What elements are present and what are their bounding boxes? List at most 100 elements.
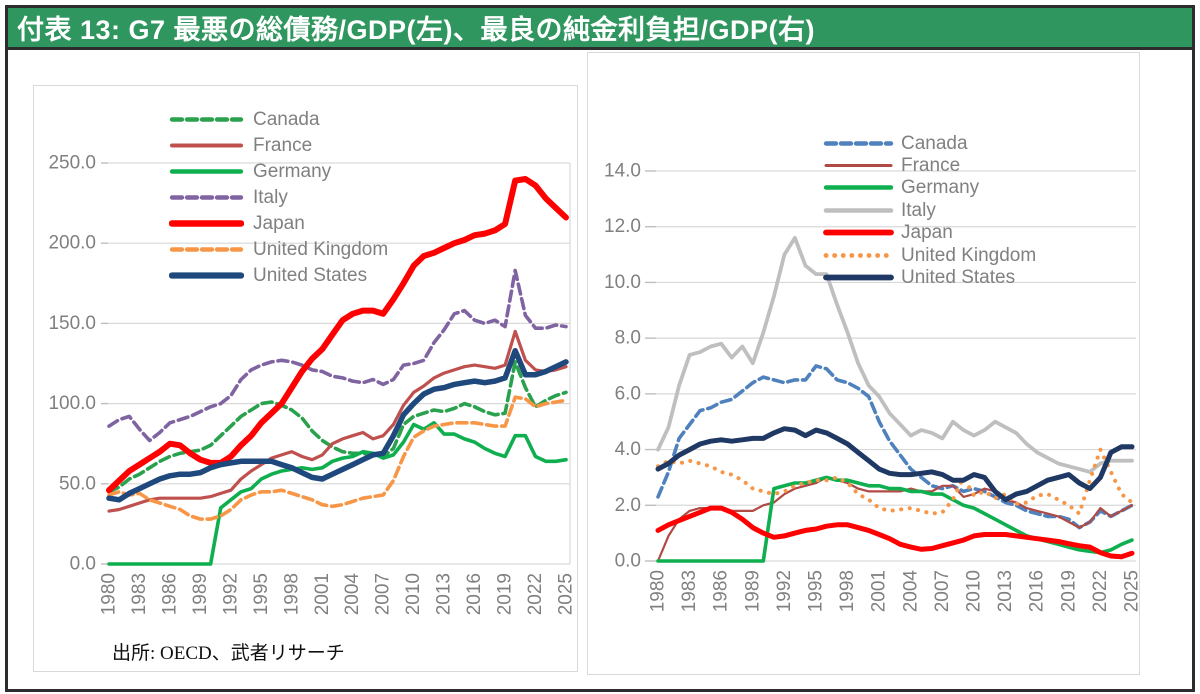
legend-item-united-kingdom: United Kingdom [169,236,388,262]
legend-line-sample [824,164,893,168]
y-axis-label: 100.0 [48,393,96,414]
x-axis-label: 2007 [932,570,953,612]
x-axis-label: 1995 [251,573,272,615]
series-line-france [656,476,1134,563]
legend-line-sample [169,168,244,174]
y-axis-label: 0.0 [70,554,96,575]
legend-label: France [901,155,961,177]
x-axis-label: 2022 [1090,570,1111,612]
legend-item-germany: Germany [823,177,1036,199]
legend-item-united-kingdom: United Kingdom [823,244,1036,266]
legend-label: United Kingdom [253,238,389,260]
x-axis-label: 1986 [159,573,180,615]
legend-label: Canada [253,108,320,130]
series-line-japan [655,505,1135,560]
series-line-italy [107,268,568,443]
legend-line-sample [823,274,894,281]
x-axis-label: 2004 [900,570,921,613]
debt-chart-panel: 0.0 50.0 100.0 150.0 200.0 250.0 1980 1983 1986 1… [33,85,578,672]
legend-label: Japan [901,222,953,244]
legend-item-united-states: United States [823,266,1036,288]
series-line-united-states [655,426,1135,503]
x-axis-label: 1986 [711,570,732,612]
interest-chart-panel: 0.0 2.0 4.0 6.0 8.0 10.0 12.0 14.0 1980 1983 1986 1… [587,52,1143,675]
x-axis-label: 1980 [99,573,120,615]
y-axis-label: 2.0 [615,495,641,516]
x-axis-label: 1998 [837,570,858,612]
y-axis-label: 50.0 [59,473,96,494]
debt-chart: 0.0 50.0 100.0 150.0 200.0 250.0 1980 1983 1986 1… [34,86,577,676]
figure-frame: 付表 13: G7 最悪の総債務/GDP(左)、最良の純金利負担/GDP(右) … [5,5,1195,692]
legend-line-sample [169,194,244,200]
x-axis-label: 2025 [1122,570,1140,612]
series-line-united-kingdom [107,395,568,521]
source-note: 出所: OECD、武者リサーチ [112,643,345,664]
x-axis-label: 1998 [281,573,302,615]
legend-item-italy: Italy [823,199,1036,221]
x-axis-label: 1992 [220,573,241,615]
x-axis-label: 1992 [774,570,795,612]
x-axis-label: 1989 [742,570,763,612]
series-line-germany [656,475,1134,563]
y-axis-label: 200.0 [48,233,96,254]
figure-title: 付表 13: G7 最悪の総債務/GDP(左)、最良の純金利負担/GDP(右) [17,15,816,45]
legend-item-france: France [169,132,388,158]
legend-line-sample [823,140,894,146]
series-line-canada [656,364,1134,530]
y-axis-label: 0.0 [615,551,641,572]
x-axis-label: 1995 [806,570,827,612]
title-bar: 付表 13: G7 最悪の総債務/GDP(左)、最良の純金利負担/GDP(右) [8,8,1192,50]
x-axis-label: 2010 [964,570,985,612]
x-axis-label: 1989 [190,573,211,615]
series-line-italy [656,235,1134,474]
x-axis-label: 2019 [1058,570,1079,612]
legend-label: Canada [901,132,968,154]
-gdp--legend: Canada France Germany Italy Japan United King… [823,132,1036,289]
legend-line-sample [169,246,244,252]
y-axis-label: 4.0 [615,439,641,460]
legend-label: Germany [253,160,332,182]
legend-line-sample [823,208,894,213]
series-line-japan [106,176,569,494]
x-axis-label: 2025 [556,573,577,615]
legend-label: Japan [253,212,305,234]
y-axis-label: 14.0 [604,161,641,182]
legend-item-japan: Japan [823,222,1036,244]
-gdp--legend: Canada France Germany Italy Japan United King… [169,106,388,288]
legend-line-sample [823,229,894,236]
x-axis-label: 2016 [1027,570,1048,612]
series-line-united-states [106,347,569,503]
legend-label: United States [901,267,1016,289]
legend-item-canada: Canada [823,132,1036,154]
x-axis-label: 2001 [869,570,890,612]
y-axis-label: 250.0 [48,153,96,174]
y-axis-label: 12.0 [604,216,641,237]
y-axis-label: 10.0 [604,272,641,293]
x-axis-label: 2004 [342,573,363,616]
legend-line-sample [170,143,243,147]
legend-label: Italy [901,199,936,221]
x-axis-label: 1983 [679,570,700,612]
legend-label: Italy [253,186,288,208]
x-axis-label: 1983 [129,573,150,615]
legend-item-canada: Canada [169,106,388,132]
x-axis-label: 2013 [434,573,455,615]
y-axis-label: 8.0 [615,328,641,349]
legend-item-japan: Japan [169,210,388,236]
interest-chart: 0.0 2.0 4.0 6.0 8.0 10.0 12.0 14.0 1980 1983 1986 1… [588,53,1142,679]
legend-label: France [253,134,313,156]
x-axis-label: 2010 [403,573,424,615]
legend-line-sample [169,271,244,279]
legend-label: United States [253,264,368,286]
x-axis-label: 2001 [312,573,333,615]
legend-label: Germany [901,177,980,199]
legend-item-italy: Italy [169,184,388,210]
series-line-united-kingdom [656,447,1134,516]
x-axis-label: 2013 [995,570,1016,612]
y-axis-label: 150.0 [48,313,96,334]
x-axis-label: 1980 [648,570,669,612]
legend-item-germany: Germany [169,158,388,184]
legend-item-france: France [823,154,1036,176]
legend-line-sample [169,219,244,227]
